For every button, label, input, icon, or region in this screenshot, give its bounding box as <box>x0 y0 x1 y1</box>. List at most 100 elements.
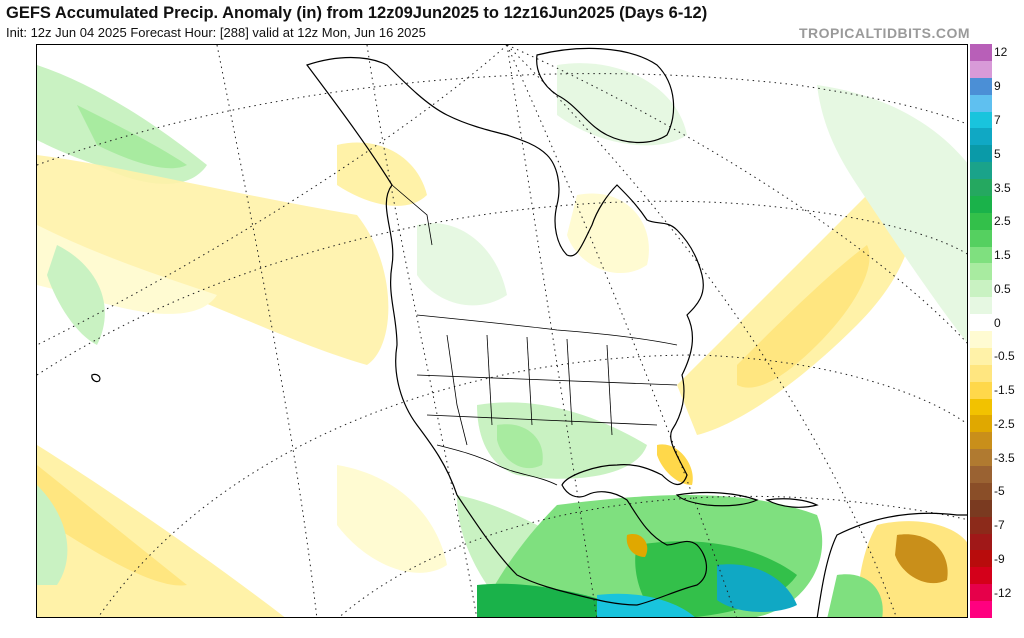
colorbar-label: -7 <box>994 518 1005 533</box>
colorbar-swatch <box>970 246 992 264</box>
shade-sa-dry-core <box>895 534 948 584</box>
map-title: GEFS Accumulated Precip. Anomaly (in) fr… <box>6 4 708 22</box>
shade-e-atlantic-wet <box>817 85 967 343</box>
colorbar-swatch <box>970 347 992 366</box>
graticule-meridian-7 <box>37 45 508 346</box>
colorbar-swatch <box>970 466 992 484</box>
shade-yukon-dry <box>337 142 427 206</box>
shade-hudson-dry <box>567 193 649 274</box>
coast-north-america <box>306 56 707 606</box>
colorbar-swatch <box>970 381 992 400</box>
colorbar-swatch <box>970 550 992 568</box>
colorbar-swatch <box>970 601 992 619</box>
colorbar-swatch <box>970 77 992 96</box>
colorbar-label: -0.5 <box>994 349 1015 364</box>
graticule-meridian-5 <box>506 45 897 617</box>
colorbar-swatch <box>970 94 992 113</box>
colorbar-swatch <box>970 111 992 129</box>
colorbar-label: 12 <box>994 45 1008 60</box>
colorbar-swatch <box>970 567 992 585</box>
coastlines <box>91 47 967 617</box>
colorbar-swatch <box>970 415 992 433</box>
colorbar-label: 7 <box>994 112 1001 127</box>
brand-watermark: TROPICALTIDBITS.COM <box>798 25 970 41</box>
colorbar-label: -12 <box>994 585 1012 600</box>
map-subtitle: Init: 12z Jun 04 2025 Forecast Hour: [28… <box>6 25 426 40</box>
colorbar-swatch <box>970 44 992 62</box>
colorbar-swatch <box>970 263 992 281</box>
colorbar-swatch <box>970 297 992 315</box>
shade-pacific-wet-2 <box>37 485 68 585</box>
graticule-meridian-4 <box>506 45 737 617</box>
colorbar-label: 1.5 <box>994 248 1011 263</box>
colorbar-swatch <box>970 398 992 416</box>
precip-anomaly-map <box>36 44 968 618</box>
border-us-states-6 <box>416 374 678 386</box>
colorbar-legend: 12 9 7 5 3.5 2.5 1.5 0.5 0 -0.5 -1.5 -2.5 -3.5 -5 -7 -9… <box>970 44 1022 619</box>
colorbar-label: -3.5 <box>994 450 1015 465</box>
colorbar-swatch <box>970 482 992 501</box>
shade-baja-dry <box>337 465 447 573</box>
political-borders <box>391 184 678 486</box>
colorbar-swatch <box>970 364 992 383</box>
anomaly-shading <box>37 63 967 617</box>
coast-hawaii <box>91 373 101 383</box>
graticule-meridian-3 <box>506 45 598 617</box>
colorbar-swatch <box>970 280 992 298</box>
colorbar-label: 2.5 <box>994 214 1011 229</box>
coast-south-america <box>816 512 967 617</box>
shade-greenland-wet <box>557 63 687 146</box>
colorbar-swatch <box>970 145 992 163</box>
graticule-parallel-1 <box>37 73 967 166</box>
colorbar-swatch <box>970 331 992 349</box>
colorbar-swatch <box>970 229 992 248</box>
border-us-mexico <box>436 444 558 486</box>
shade-sa-wet <box>827 574 883 617</box>
colorbar-swatch <box>970 432 992 450</box>
colorbar-label: -1.5 <box>994 383 1015 398</box>
colorbar-swatch <box>970 179 992 197</box>
border-us-states-2 <box>486 334 493 426</box>
colorbar-swatch <box>970 499 992 518</box>
shade-texas-wet <box>497 424 543 469</box>
colorbar-swatch <box>970 516 992 535</box>
coast-cuba <box>675 491 759 507</box>
colorbar-swatch <box>970 195 992 214</box>
border-us-states-4 <box>566 338 573 426</box>
border-us-states-1 <box>446 334 468 446</box>
colorbar-label: 0.5 <box>994 281 1011 296</box>
shade-atlantic-dry-core <box>737 245 870 388</box>
coast-greenland <box>536 47 675 144</box>
shade-nw-pacific-wet-core <box>77 105 187 169</box>
shade-epac-wet <box>477 583 617 617</box>
shade-spacific-dry <box>37 445 285 617</box>
shade-yucatan-dry <box>626 534 648 557</box>
colorbar-label: -2.5 <box>994 416 1015 431</box>
border-us-states-3 <box>526 336 533 426</box>
colorbar-swatch <box>970 162 992 180</box>
colorbar-swatch <box>970 314 992 332</box>
border-us-canada <box>416 314 678 346</box>
graticule-parallel-3 <box>97 354 967 617</box>
shade-atlantic-dry <box>677 165 914 435</box>
colorbar-label: 0 <box>994 315 1001 330</box>
colorbar-label: -5 <box>994 484 1005 499</box>
coast-hispaniola <box>765 498 819 508</box>
border-alaska-canada <box>391 184 433 246</box>
shade-caribbean-teal <box>717 564 797 612</box>
shade-canada-wet <box>417 223 507 306</box>
colorbar-swatch <box>970 533 992 551</box>
colorbar-swatch <box>970 60 992 79</box>
colorbar-swatch <box>970 449 992 467</box>
colorbar-swatch <box>970 584 992 602</box>
shade-pacific-dry <box>37 155 389 365</box>
border-us-states-7 <box>426 414 658 426</box>
shade-florida-dry <box>657 444 693 485</box>
graticule <box>37 45 967 617</box>
colorbar-label: 9 <box>994 79 1001 94</box>
colorbar-label: 3.5 <box>994 180 1011 195</box>
shade-epac-very-wet <box>597 593 695 617</box>
shade-pacific-wet-1 <box>47 245 105 345</box>
colorbar-label: -9 <box>994 551 1005 566</box>
colorbar-swatch <box>970 128 992 146</box>
